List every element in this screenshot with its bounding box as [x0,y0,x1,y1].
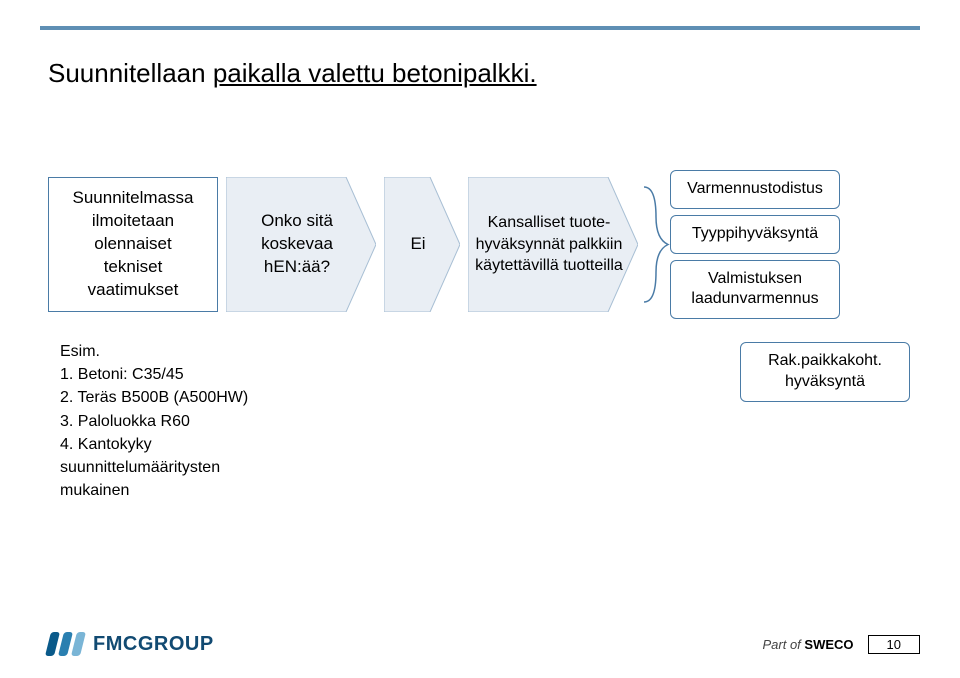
example-line-4b: suunnittelumääritysten [60,456,248,479]
footer: FMCGROUP Part of SWECO 10 [48,632,920,656]
right-box-stack: Varmennustodistus Tyyppihyväksyntä Valmi… [670,170,840,319]
footer-right: Part of SWECO 10 [762,635,920,654]
example-line-2: 2. Teräs B500B (A500HW) [60,386,248,409]
box-rak-paikkakoht: Rak.paikkakoht. hyväksyntä [740,342,910,402]
arrow-no-label: Ei [404,233,439,256]
requirements-box: Suunnitelmassa ilmoitetaan olennaiset te… [48,177,218,312]
header-rule [40,26,920,30]
sweco-label: SWECO [804,637,853,652]
lower-right-box-wrap: Rak.paikkakoht. hyväksyntä [740,342,910,402]
flow-row: Suunnitelmassa ilmoitetaan olennaiset te… [48,170,920,319]
example-head: Esim. [60,340,248,363]
page-number: 10 [868,635,920,654]
box-valmistuksen: Valmistuksen laadunvarmennus [670,260,840,320]
part-of-sweco: Part of SWECO [762,637,853,652]
example-list: Esim. 1. Betoni: C35/45 2. Teräs B500B (… [60,340,248,502]
page-title: Suunnitellaan paikalla valettu betonipal… [48,58,537,89]
example-line-4c: mukainen [60,479,248,502]
arrow-national-label: Kansalliset tuote-hyväksynnät palkkiin k… [468,212,638,277]
box-tyyppihyvaksynta: Tyyppihyväksyntä [670,215,840,254]
arrow-national: Kansalliset tuote-hyväksynnät palkkiin k… [468,177,638,312]
arrow-no: Ei [384,177,460,312]
logo-text: FMCGROUP [93,633,214,656]
part-of-label: Part of [762,637,804,652]
requirements-text: Suunnitelmassa ilmoitetaan olennaiset te… [63,187,203,302]
box-varmennustodistus: Varmennustodistus [670,170,840,209]
brace-connector [642,177,670,312]
title-underlined: paikalla valettu betonipalkki. [213,58,537,88]
example-line-3: 3. Paloluokka R60 [60,410,248,433]
logo-icon [48,632,83,656]
arrow-question: Onko sitä koskevaa hEN:ää? [226,177,376,312]
example-line-4a: 4. Kantokyky [60,433,248,456]
title-prefix: Suunnitellaan [48,58,213,88]
example-line-1: 1. Betoni: C35/45 [60,363,248,386]
arrow-question-label: Onko sitä koskevaa hEN:ää? [226,210,376,279]
logo: FMCGROUP [48,632,214,656]
